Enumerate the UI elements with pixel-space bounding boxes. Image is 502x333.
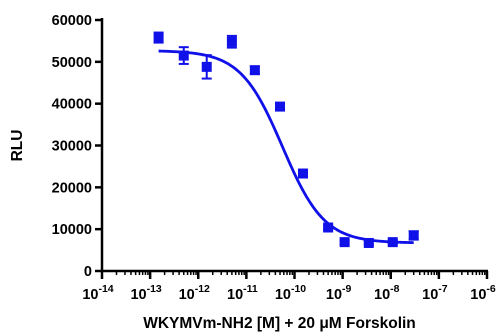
data-point — [323, 222, 334, 233]
data-point — [408, 230, 419, 241]
x-tick-label: 10-12 — [179, 283, 210, 303]
x-tick-label: 10-10 — [275, 283, 306, 303]
y-tick-label: 0 — [84, 264, 92, 280]
x-tick-label: 10-7 — [422, 283, 448, 303]
y-tick-label: 40000 — [52, 97, 92, 113]
y-tick-label: 60000 — [52, 13, 92, 29]
data-point — [339, 237, 350, 248]
y-tick-label: 20000 — [52, 180, 92, 196]
y-axis-ticks: 0 10000 20000 30000 40000 50000 60000 — [52, 13, 102, 280]
x-tick-label: 10-6 — [470, 283, 496, 303]
y-tick-label: 30000 — [52, 139, 92, 155]
data-point — [178, 50, 189, 61]
y-axis-title: RLU — [9, 130, 26, 162]
x-tick-label: 10-8 — [374, 283, 400, 303]
x-tick-label: 10-14 — [82, 283, 113, 303]
fit-curve-layer — [158, 49, 414, 245]
x-tick-label: 10-9 — [326, 283, 352, 303]
data-point — [201, 61, 212, 72]
data-point — [226, 36, 237, 47]
data-point — [297, 168, 308, 179]
fit-curve — [158, 49, 414, 245]
data-point — [275, 101, 286, 112]
x-tick-label: 10-13 — [130, 283, 161, 303]
y-tick-label: 50000 — [52, 55, 92, 71]
data-point — [153, 32, 164, 43]
data-point — [363, 237, 374, 248]
y-tick-label: 10000 — [52, 222, 92, 238]
x-axis-ticks: 10-14 10-13 10-12 10-11 10-10 10-9 10-8 10-7 10-… — [82, 271, 496, 303]
data-point — [387, 237, 398, 248]
data-point — [249, 65, 260, 76]
x-tick-label: 10-11 — [227, 283, 258, 303]
data-points-layer — [153, 31, 419, 248]
x-axis-title: WKYMVm-NH2 [M] + 20 μM Forskolin — [143, 315, 416, 332]
